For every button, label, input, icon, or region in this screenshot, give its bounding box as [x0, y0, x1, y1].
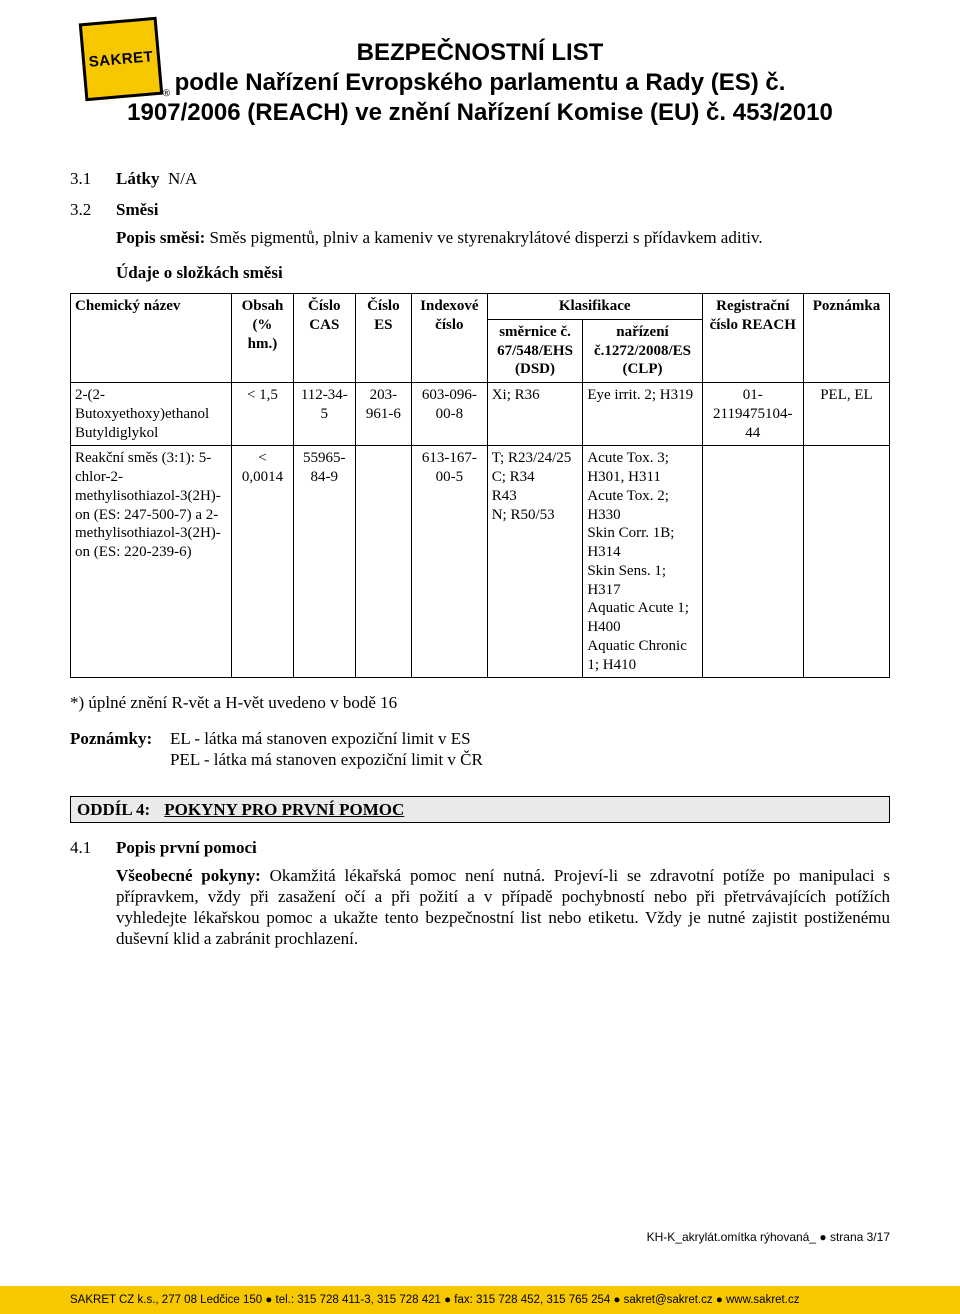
cell-cas: 55965-84-9	[293, 446, 355, 678]
s32-num: 3.2	[70, 199, 102, 220]
yellow-bar-text: SAKRET CZ k.s., 277 08 Ledčice 150 ● tel…	[70, 1294, 799, 1306]
th-es: Číslo ES	[355, 294, 411, 383]
s31-value: N/A	[168, 169, 197, 188]
cell-name: 2-(2-Butoxyethoxy)ethanol Butyldiglykol	[71, 383, 232, 446]
cell-clp: Acute Tox. 3; H301, H311 Acute Tox. 2; H…	[583, 446, 702, 678]
composition-table: Chemický název Obsah (% hm.) Číslo CAS Č…	[70, 293, 890, 678]
s31-label: Látky	[116, 169, 159, 188]
th-reach: Registrační číslo REACH	[702, 294, 803, 383]
cell-index: 613-167-00-5	[411, 446, 487, 678]
notes-label: Poznámky:	[70, 728, 160, 771]
table-row: 2-(2-Butoxyethoxy)ethanol Butyldiglykol …	[71, 383, 890, 446]
header-line2: podle Nařízení Evropského parlamentu a R…	[70, 68, 890, 98]
th-clp: nařízení č.1272/2008/ES (CLP)	[583, 319, 702, 382]
notes-line1: EL - látka má stanoven expoziční limit v…	[170, 728, 483, 749]
cell-note: PEL, EL	[803, 383, 889, 446]
cell-clp: Eye irrit. 2; H319	[583, 383, 702, 446]
yellow-footer-bar: SAKRET CZ k.s., 277 08 Ledčice 150 ● tel…	[0, 1286, 960, 1314]
section4-num: ODDÍL 4:	[77, 799, 150, 820]
th-name: Chemický název	[71, 294, 232, 383]
s32-popis: Popis směsi: Směs pigmentů, plniv a kame…	[116, 227, 890, 248]
section-4-1: 4.1 Popis první pomoci	[70, 837, 890, 858]
cell-dsd: Xi; R36	[487, 383, 583, 446]
th-obsah: Obsah (% hm.)	[232, 294, 294, 383]
logo-reg: ®	[162, 88, 170, 100]
s32-popis-label: Popis směsi:	[116, 228, 205, 247]
table-footnote: *) úplné znění R-vět a H-vět uvedeno v b…	[70, 692, 890, 713]
th-cas: Číslo CAS	[293, 294, 355, 383]
s41-sublabel: Všeobecné pokyny:	[116, 866, 261, 885]
th-dsd: směrnice č. 67/548/EHS (DSD)	[487, 319, 583, 382]
table-row: Reakční směs (3:1): 5-chlor-2-methylisot…	[71, 446, 890, 678]
document-header: BEZPEČNOSTNÍ LIST podle Nařízení Evropsk…	[70, 38, 890, 128]
th-index: Indexové číslo	[411, 294, 487, 383]
th-klas: Klasifikace	[487, 294, 702, 320]
header-line1: BEZPEČNOSTNÍ LIST	[70, 38, 890, 68]
page-footer-note: KH-K_akrylát.omítka rýhovaná_ ● strana 3…	[647, 1230, 890, 1244]
cell-obsah: < 0,0014	[232, 446, 294, 678]
cell-dsd: T; R23/24/25 C; R34 R43 N; R50/53	[487, 446, 583, 678]
section4-title: POKYNY PRO PRVNÍ POMOC	[164, 799, 404, 820]
s41-num: 4.1	[70, 837, 102, 858]
cell-note	[803, 446, 889, 678]
notes: Poznámky: EL - látka má stanoven expozič…	[70, 728, 890, 771]
cell-cas: 112-34-5	[293, 383, 355, 446]
cell-es	[355, 446, 411, 678]
header-line3: 1907/2006 (REACH) ve znění Nařízení Komi…	[70, 98, 890, 128]
cell-reach: 01-2119475104-44	[702, 383, 803, 446]
section-3-1: 3.1 Látky N/A	[70, 168, 890, 189]
cell-obsah: < 1,5	[232, 383, 294, 446]
cell-reach	[702, 446, 803, 678]
cell-name: Reakční směs (3:1): 5-chlor-2-methylisot…	[71, 446, 232, 678]
cell-index: 603-096-00-8	[411, 383, 487, 446]
cell-es: 203-961-6	[355, 383, 411, 446]
logo-text: SAKRET	[88, 48, 154, 71]
s31-num: 3.1	[70, 168, 102, 189]
s32-label: Směsi	[116, 199, 159, 220]
section-3-2: 3.2 Směsi	[70, 199, 890, 220]
sakret-logo: SAKRET ®	[79, 17, 164, 102]
notes-line2: PEL - látka má stanoven expoziční limit …	[170, 749, 483, 770]
s32-udaje: Údaje o složkách směsi	[116, 262, 890, 283]
section-4-header: ODDÍL 4: POKYNY PRO PRVNÍ POMOC	[70, 796, 890, 823]
s41-body: Všeobecné pokyny: Okamžitá lékařská pomo…	[116, 865, 890, 950]
th-note: Poznámka	[803, 294, 889, 383]
s32-popis-text: Směs pigmentů, plniv a kameniv ve styren…	[210, 228, 763, 247]
s41-title: Popis první pomoci	[116, 837, 257, 858]
